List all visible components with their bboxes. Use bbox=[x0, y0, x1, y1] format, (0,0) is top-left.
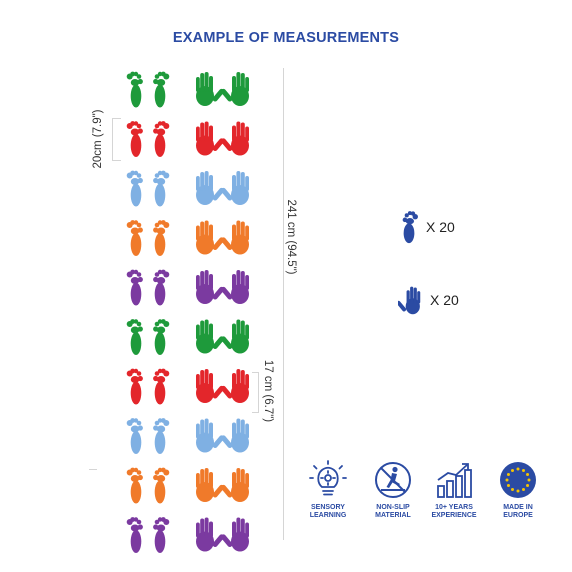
left-handprint-icon bbox=[196, 220, 226, 255]
total-height-line bbox=[283, 68, 284, 540]
left-footprint-icon bbox=[126, 220, 143, 256]
handprint-icon bbox=[398, 286, 421, 315]
non-slip-icon bbox=[375, 462, 411, 498]
right-footprint-icon bbox=[153, 220, 170, 256]
left-handprint-icon bbox=[196, 468, 226, 502]
right-handprint-icon bbox=[219, 319, 249, 354]
feature-sensory-learning: SENSORY LEARNING bbox=[301, 460, 355, 520]
right-handprint-icon bbox=[219, 418, 249, 453]
right-footprint-icon bbox=[153, 269, 170, 306]
right-footprint-icon bbox=[153, 517, 170, 553]
feature-label: 10+ YEARS EXPERIENCE bbox=[431, 504, 477, 519]
right-footprint-icon bbox=[153, 319, 170, 355]
tick-mark bbox=[89, 469, 97, 470]
right-footprint-icon bbox=[153, 467, 170, 504]
right-handprint-icon bbox=[219, 72, 249, 106]
feature-non-slip: NON-SLIP MATERIAL bbox=[366, 460, 420, 520]
eu-star bbox=[505, 478, 509, 482]
hand-count-label: X 20 bbox=[430, 292, 459, 308]
hand-width-bracket-top bbox=[252, 372, 259, 373]
eu-star bbox=[526, 484, 530, 487]
feature-label: SENSORY LEARNING bbox=[309, 504, 347, 519]
left-handprint-icon bbox=[196, 369, 226, 403]
eu-flag-icon bbox=[500, 462, 536, 498]
hand-width-bracket-bottom bbox=[252, 412, 259, 413]
left-handprint-icon bbox=[196, 121, 226, 156]
eu-star bbox=[516, 489, 520, 493]
eu-star bbox=[506, 484, 510, 487]
left-footprint-icon bbox=[126, 467, 143, 504]
page-title: EXAMPLE OF MEASUREMENTS bbox=[172, 30, 400, 46]
right-footprint-icon bbox=[153, 418, 170, 454]
feature-label: NON-SLIP MATERIAL bbox=[375, 504, 411, 519]
hand-width-label: 17 cm (6.7") bbox=[262, 359, 274, 423]
eu-star bbox=[516, 467, 520, 471]
right-footprint-icon bbox=[153, 71, 170, 108]
left-handprint-icon bbox=[196, 517, 226, 552]
left-footprint-icon bbox=[126, 418, 143, 454]
left-handprint-icon bbox=[196, 72, 226, 106]
foot-count-label: X 20 bbox=[426, 219, 455, 235]
foot-count: X 20 bbox=[398, 210, 455, 244]
eu-star bbox=[527, 478, 531, 482]
eu-star bbox=[511, 468, 514, 472]
left-footprint-icon bbox=[126, 517, 143, 553]
right-handprint-icon bbox=[219, 171, 249, 205]
eu-star bbox=[522, 488, 525, 492]
lightbulb-gear-icon bbox=[309, 460, 347, 496]
right-handprint-icon bbox=[219, 270, 249, 304]
left-footprint-icon bbox=[126, 121, 143, 157]
left-footprint-icon bbox=[126, 368, 143, 405]
right-handprint-icon bbox=[219, 220, 249, 255]
hand-count: X 20 bbox=[398, 284, 459, 316]
right-handprint-icon bbox=[219, 517, 249, 552]
left-footprint-icon bbox=[126, 170, 143, 207]
eu-star bbox=[526, 473, 530, 476]
left-footprint-icon bbox=[126, 71, 143, 108]
right-footprint-icon bbox=[153, 170, 170, 207]
row-height-bracket bbox=[112, 118, 113, 160]
feature-label: MADE IN EUROPE bbox=[503, 504, 533, 519]
growth-chart-icon bbox=[437, 463, 472, 498]
right-footprint-icon bbox=[153, 121, 170, 157]
feature-made-in-europe: MADE IN EUROPE bbox=[491, 460, 545, 520]
hand-width-bracket bbox=[258, 372, 259, 412]
left-handprint-icon bbox=[196, 270, 226, 304]
footprint-icon bbox=[402, 211, 418, 244]
feature-experience: 10+ YEARS EXPERIENCE bbox=[427, 460, 481, 520]
row-height-bracket-top bbox=[112, 118, 121, 119]
eu-star bbox=[506, 473, 510, 476]
row-height-bracket-bottom bbox=[112, 160, 121, 161]
left-handprint-icon bbox=[196, 171, 226, 205]
left-handprint-icon bbox=[196, 418, 226, 453]
right-footprint-icon bbox=[153, 368, 170, 405]
eu-star bbox=[511, 488, 514, 492]
right-handprint-icon bbox=[219, 369, 249, 403]
left-footprint-icon bbox=[126, 319, 143, 355]
right-handprint-icon bbox=[219, 121, 249, 156]
left-footprint-icon bbox=[126, 269, 143, 306]
total-height-label: 241 cm (94.5") bbox=[285, 199, 297, 275]
eu-star bbox=[522, 468, 525, 472]
left-handprint-icon bbox=[196, 319, 226, 354]
right-handprint-icon bbox=[219, 468, 249, 502]
row-height-label: 20cm (7.9") bbox=[92, 109, 104, 169]
